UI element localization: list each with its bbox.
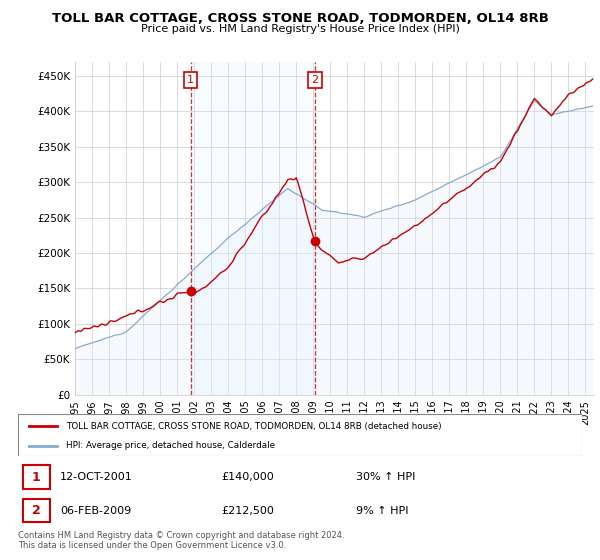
Text: 1: 1 bbox=[187, 75, 194, 85]
Text: 1: 1 bbox=[32, 470, 40, 484]
Text: £140,000: £140,000 bbox=[221, 472, 274, 482]
Text: 2: 2 bbox=[311, 75, 319, 85]
Text: Contains HM Land Registry data © Crown copyright and database right 2024.
This d: Contains HM Land Registry data © Crown c… bbox=[18, 531, 344, 550]
Text: 06-FEB-2009: 06-FEB-2009 bbox=[60, 506, 131, 516]
Text: Price paid vs. HM Land Registry's House Price Index (HPI): Price paid vs. HM Land Registry's House … bbox=[140, 24, 460, 34]
Text: HPI: Average price, detached house, Calderdale: HPI: Average price, detached house, Cald… bbox=[66, 441, 275, 450]
Bar bbox=[23, 465, 50, 489]
Text: 12-OCT-2001: 12-OCT-2001 bbox=[60, 472, 133, 482]
Bar bbox=[191, 62, 315, 395]
Text: £212,500: £212,500 bbox=[221, 506, 274, 516]
Text: 2: 2 bbox=[32, 504, 40, 517]
Text: TOLL BAR COTTAGE, CROSS STONE ROAD, TODMORDEN, OL14 8RB (detached house): TOLL BAR COTTAGE, CROSS STONE ROAD, TODM… bbox=[66, 422, 442, 431]
Text: 30% ↑ HPI: 30% ↑ HPI bbox=[356, 472, 416, 482]
Bar bbox=[23, 499, 50, 522]
Text: 9% ↑ HPI: 9% ↑ HPI bbox=[356, 506, 409, 516]
Text: TOLL BAR COTTAGE, CROSS STONE ROAD, TODMORDEN, OL14 8RB: TOLL BAR COTTAGE, CROSS STONE ROAD, TODM… bbox=[52, 12, 548, 25]
